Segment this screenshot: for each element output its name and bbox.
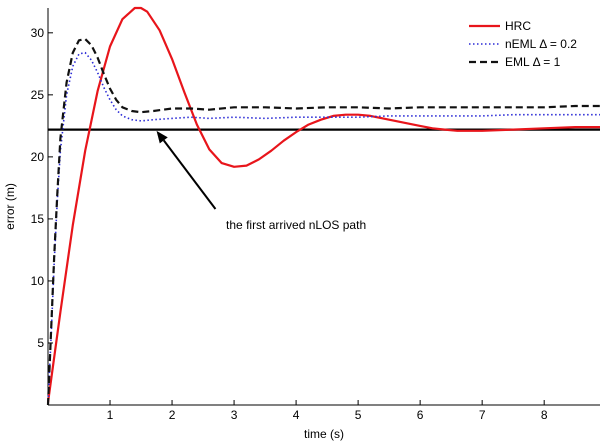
x-tick-label: 4 xyxy=(293,408,300,422)
y-tick-label: 30 xyxy=(31,26,45,40)
x-tick-label: 1 xyxy=(107,408,114,422)
ticks-group: 1 2 3 4 5 6 7 8 5 10 15 20 25 30 xyxy=(31,26,548,422)
axes-frame xyxy=(47,8,600,406)
annotation-text: the first arrived nLOS path xyxy=(226,218,366,232)
legend: HRC nEML Δ = 0.2 EML Δ = 1 xyxy=(469,19,577,69)
y-tick-label: 20 xyxy=(31,150,45,164)
y-tick-label: 5 xyxy=(37,336,44,350)
y-tick-label: 25 xyxy=(31,88,45,102)
x-tick-label: 8 xyxy=(541,408,548,422)
series-line-0 xyxy=(46,6,600,403)
legend-label: nEML Δ = 0.2 xyxy=(505,37,577,51)
annotation-arrow xyxy=(162,139,217,210)
y-tick-label: 15 xyxy=(31,212,45,226)
x-tick-label: 3 xyxy=(231,408,238,422)
x-tick-label: 7 xyxy=(479,408,486,422)
y-axis-label: error (m) xyxy=(3,183,17,230)
x-tick-label: 6 xyxy=(417,408,424,422)
annotation-group: the first arrived nLOS path xyxy=(156,130,366,232)
legend-label: HRC xyxy=(505,19,531,33)
x-tick-label: 5 xyxy=(355,408,362,422)
x-axis-label: time (s) xyxy=(304,427,344,441)
annotation-arrowhead xyxy=(156,130,168,144)
y-tick-label: 10 xyxy=(31,274,45,288)
x-tick-label: 2 xyxy=(169,408,176,422)
series-line-2 xyxy=(46,37,600,406)
legend-label: EML Δ = 1 xyxy=(505,55,561,69)
series-line-1 xyxy=(47,51,600,406)
plot-area xyxy=(46,6,600,406)
